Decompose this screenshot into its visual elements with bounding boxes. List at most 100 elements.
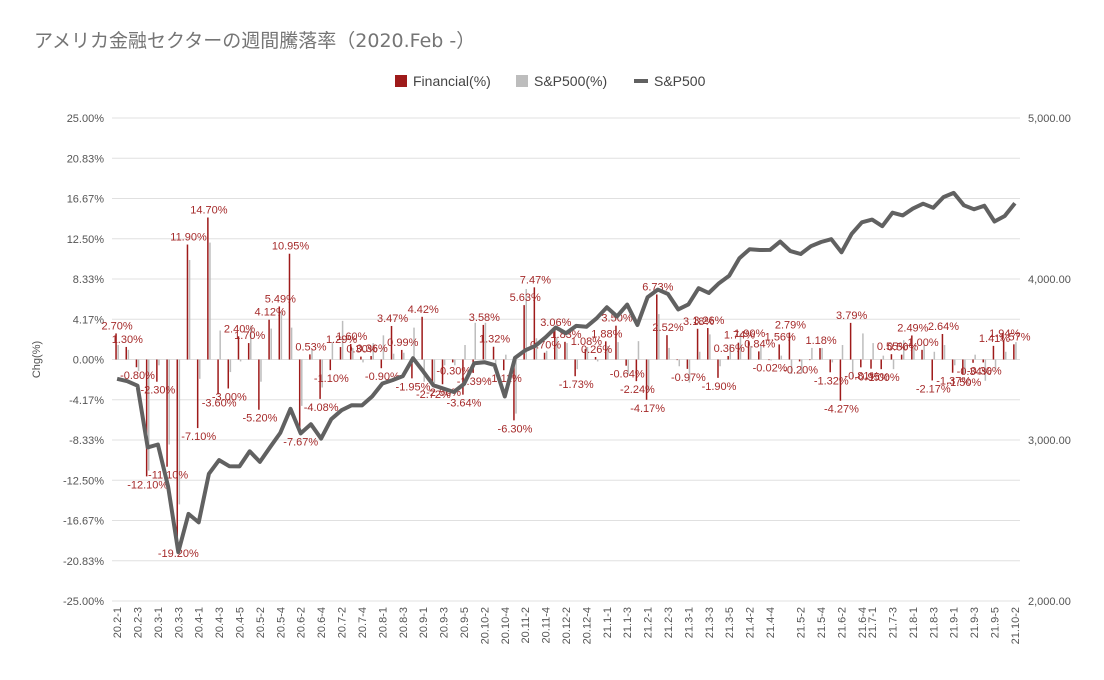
right-axis-tick: 4,000.00	[1028, 274, 1071, 286]
sp500-pct-bar	[851, 359, 854, 378]
data-label: -0.97%	[671, 372, 706, 384]
financial-bar	[1013, 344, 1015, 360]
financial-bar	[625, 359, 627, 366]
data-label: -3.60%	[202, 397, 237, 409]
sp500-pct-bar	[943, 345, 946, 360]
sp500-pct-bar	[719, 359, 721, 367]
x-tick-label: 21.5-4	[816, 607, 828, 638]
right-axis-tick: 5,000.00	[1028, 113, 1071, 125]
data-label: 1.08%	[571, 336, 602, 348]
data-label: -4.17%	[630, 403, 665, 415]
x-tick-label: 21.4-4	[765, 607, 777, 638]
right-axis-tick: 3,000.00	[1028, 435, 1071, 447]
data-label: 0.36%	[714, 343, 745, 355]
x-tick-label: 21.9-5	[989, 607, 1001, 638]
financial-bar	[390, 325, 393, 360]
sp500-pct-bar	[239, 359, 242, 362]
data-label: -1.90%	[702, 381, 737, 393]
sp500-pct-bar	[749, 345, 752, 360]
financial-bar	[615, 325, 617, 360]
data-label: 3.79%	[836, 310, 867, 322]
financial-bar	[278, 306, 281, 360]
data-label: -3.64%	[447, 398, 482, 410]
x-tick-label: 20.8-3	[398, 607, 410, 638]
x-tick-label: 20.11-2	[520, 607, 532, 644]
data-label: -1.32%	[814, 375, 849, 387]
financial-bar	[880, 359, 882, 370]
financial-bar	[380, 359, 383, 369]
financial-bar	[533, 287, 536, 360]
financial-bar	[635, 359, 638, 382]
sp500-pct-bar	[862, 333, 864, 360]
left-axis-tick: 25.00%	[67, 113, 105, 125]
financial-bar	[400, 349, 403, 360]
financial-bar	[860, 359, 862, 368]
financial-bar	[553, 329, 556, 360]
financial-bar	[727, 356, 729, 360]
financial-bar	[462, 359, 464, 395]
x-tick-label: 21.3-1	[683, 607, 695, 638]
financial-bar	[992, 345, 995, 360]
data-label: -5.20%	[243, 413, 278, 425]
sp500-pct-bar	[566, 343, 568, 360]
financial-bar	[227, 359, 230, 389]
x-tick-label: 20.5-4	[275, 607, 287, 638]
data-label: -12.10%	[127, 479, 168, 491]
x-tick-label: 20.2-3	[133, 607, 145, 638]
financial-bar	[594, 356, 597, 360]
data-label: 2.52%	[652, 322, 683, 334]
sp500-pct-bar	[770, 359, 772, 361]
sp500-pct-bar	[199, 359, 201, 379]
left-axis-tick: -16.67%	[63, 516, 104, 528]
data-label: 0.55%	[877, 341, 908, 353]
x-tick-label: 20.3-1	[153, 607, 165, 638]
data-label: 11.90%	[170, 232, 207, 244]
sp500-pct-bar	[280, 312, 283, 360]
sp500-pct-bar	[811, 347, 813, 360]
x-tick-label: 20.10-2	[479, 607, 491, 644]
data-label: -6.30%	[498, 423, 533, 435]
financial-bar	[707, 328, 709, 360]
financial-bar	[574, 359, 576, 377]
financial-bar	[411, 359, 413, 379]
data-label: 1.41%	[979, 333, 1010, 345]
sp500-pct-bar	[974, 354, 976, 360]
sp500-pct-bar	[127, 349, 130, 360]
left-axis-tick: 16.67%	[67, 194, 105, 206]
financial-bar	[360, 356, 362, 360]
financial-bar	[441, 359, 444, 385]
sp500-pct-bar	[250, 325, 252, 360]
sp500-pct-bar	[882, 355, 885, 360]
financial-bar	[451, 359, 454, 363]
data-label: -0.80%	[120, 370, 155, 382]
data-label: 3.06%	[540, 317, 571, 329]
x-tick-label: 21.8-3	[928, 607, 940, 638]
x-tick-label: 20.5-2	[255, 607, 267, 638]
data-label: 14.70%	[190, 204, 228, 216]
data-label: 3.26%	[693, 315, 724, 327]
sp500-pct-bar	[596, 359, 599, 362]
financial-bar	[982, 359, 984, 363]
financial-bar	[207, 217, 209, 360]
financial-bar	[890, 354, 893, 360]
x-tick-label: 21.4-2	[745, 607, 757, 638]
left-axis-tick: 20.83%	[67, 153, 105, 165]
sp500-pct-bar	[933, 351, 936, 360]
sp500-pct-bar	[270, 328, 272, 360]
sp500-pct-bar	[709, 334, 711, 360]
financial-bar	[758, 351, 760, 360]
sp500-pct-bar	[209, 242, 211, 360]
financial-bar	[1002, 340, 1005, 360]
sp500-pct-bar	[352, 347, 354, 360]
financial-bar	[339, 347, 342, 360]
financial-bar	[431, 359, 434, 386]
financial-bar	[237, 336, 240, 360]
data-label: 1.60%	[336, 331, 367, 343]
right-axis-tick: 2,000.00	[1028, 596, 1071, 608]
sp500-pct-bar	[494, 359, 497, 365]
x-tick-label: 20.7-4	[357, 607, 369, 638]
data-label: 0.53%	[295, 341, 326, 353]
sp500-pct-bar	[158, 359, 160, 366]
sp500-pct-bar	[341, 320, 344, 360]
data-label: 5.63%	[510, 292, 541, 304]
